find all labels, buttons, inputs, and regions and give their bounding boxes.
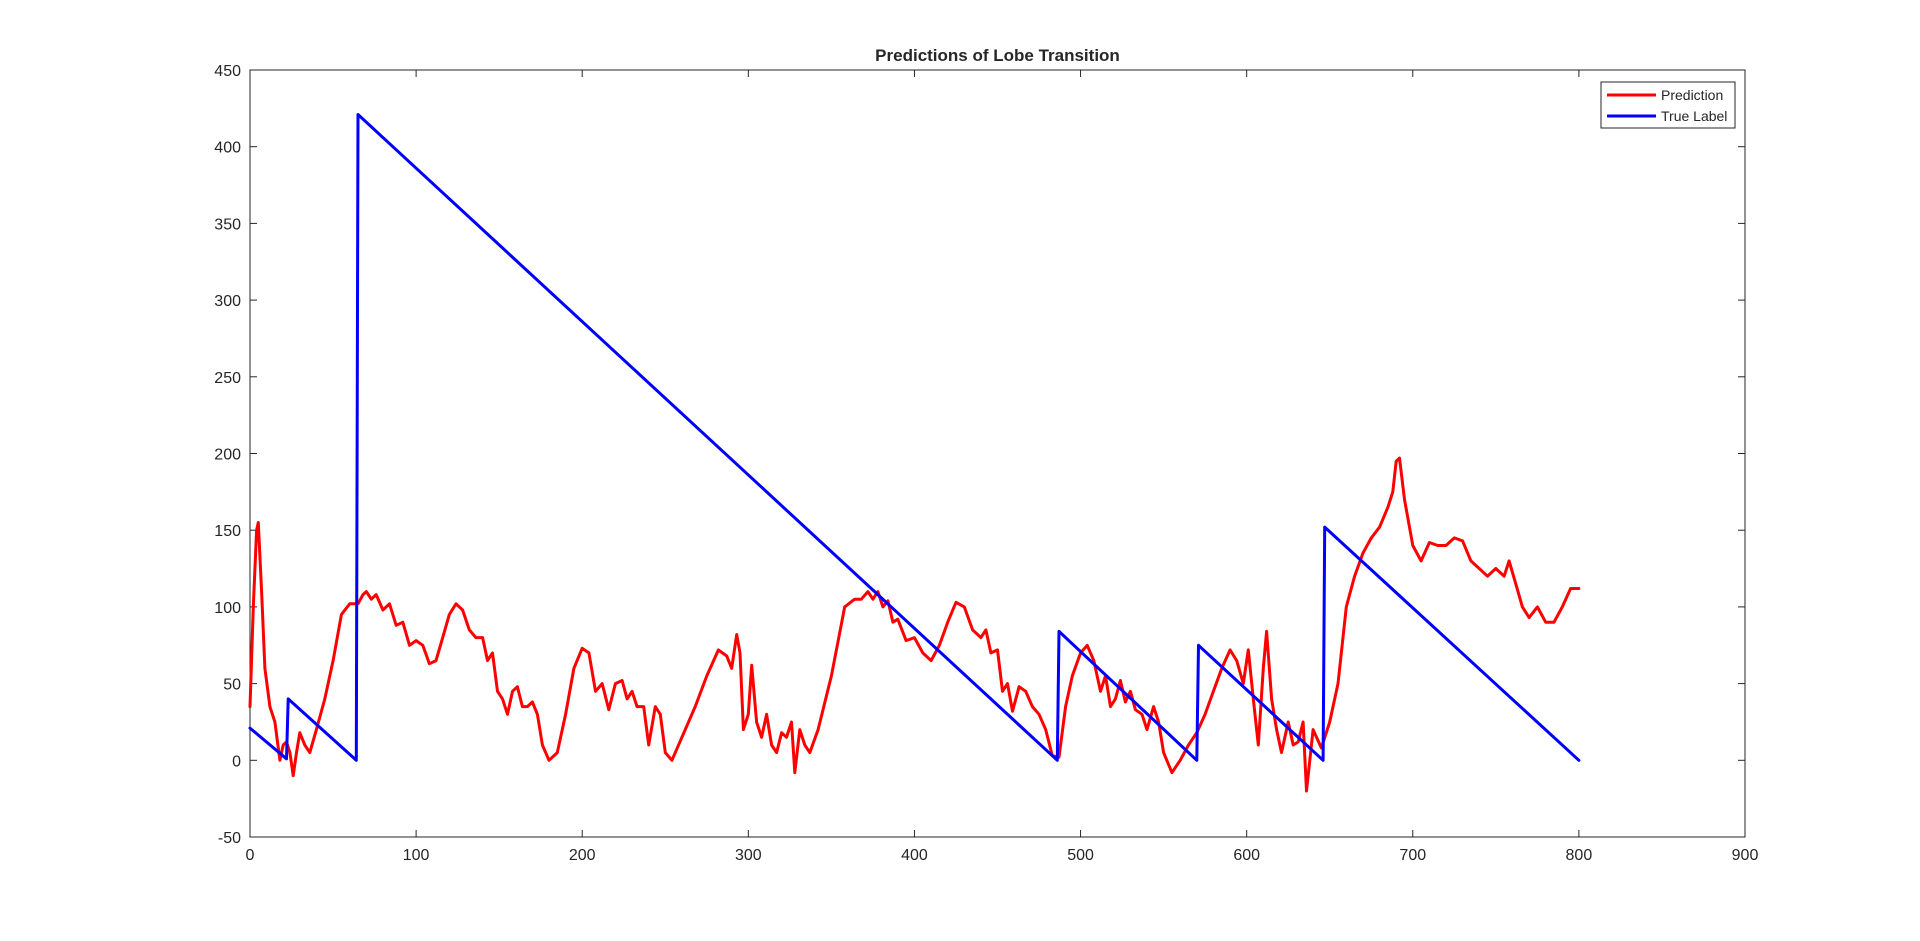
x-tick-label: 700	[1399, 847, 1426, 864]
legend-label: True Label	[1661, 108, 1727, 124]
legend-box	[1600, 81, 1736, 129]
x-tick-label: 200	[569, 847, 596, 864]
y-tick-label: 150	[214, 523, 241, 540]
plot-area	[249, 69, 1746, 838]
legend: Prediction True Label	[1600, 81, 1736, 129]
series-line-prediction	[248, 456, 1581, 793]
y-tick-label: 100	[214, 600, 241, 617]
x-tick-label: 0	[246, 847, 255, 864]
x-tick-label: 800	[1566, 847, 1593, 864]
y-tick-label: 200	[214, 447, 241, 464]
y-tick-label: 350	[214, 216, 241, 233]
y-tick-label: -50	[218, 830, 241, 847]
y-tick-label: 250	[214, 370, 241, 387]
y-tick-label: 400	[214, 140, 241, 157]
legend-label: Prediction	[1661, 87, 1723, 103]
x-tick-label: 600	[1233, 847, 1260, 864]
x-tick-label: 500	[1067, 847, 1094, 864]
x-tick-label: 900	[1732, 847, 1759, 864]
x-tick-label: 300	[735, 847, 762, 864]
series-line-true-label	[248, 113, 1581, 762]
series-lines	[248, 113, 1581, 793]
y-tick-label: 0	[232, 753, 241, 770]
x-tick-label: 100	[403, 847, 430, 864]
y-tick-label: 300	[214, 293, 241, 310]
chart-title: Predictions of Lobe Transition	[875, 46, 1120, 65]
x-tick-label: 400	[901, 847, 928, 864]
y-tick-label: 50	[223, 677, 241, 694]
y-tick-label: 450	[214, 63, 241, 80]
axis-ticks: 0 100 200 300 400 500 600 700 800 900 -50 0 50 100 150…	[214, 63, 1758, 864]
